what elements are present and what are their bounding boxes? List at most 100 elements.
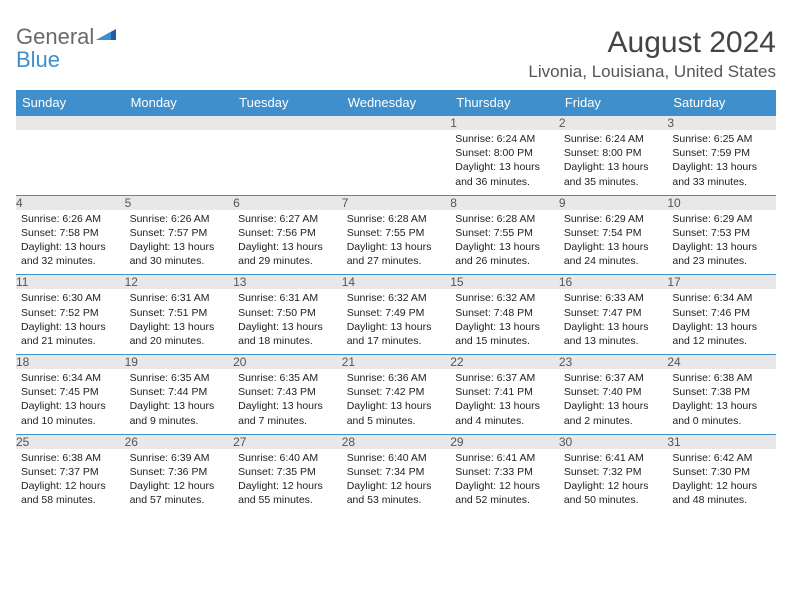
calendar-thead: SundayMondayTuesdayWednesdayThursdayFrid… [16,90,776,116]
day-number: 31 [667,434,776,449]
weekday-header: Friday [559,90,668,116]
day-number: 13 [233,275,342,290]
day-number: 11 [16,275,125,290]
daynum-row: 11121314151617 [16,275,776,290]
day-number: 21 [342,355,451,370]
day-number: 2 [559,116,668,131]
daynum-row: 45678910 [16,195,776,210]
logo-text: General Blue [16,26,116,72]
day-info: Sunrise: 6:38 AMSunset: 7:37 PMDaylight:… [16,449,125,514]
day-number: 1 [450,116,559,131]
day-number: 27 [233,434,342,449]
calendar-table: SundayMondayTuesdayWednesdayThursdayFrid… [16,90,776,513]
day-number: 18 [16,355,125,370]
daynum-row: 18192021222324 [16,355,776,370]
day-number: 17 [667,275,776,290]
day-info: Sunrise: 6:35 AMSunset: 7:44 PMDaylight:… [125,369,234,434]
day-number: 10 [667,195,776,210]
day-info: Sunrise: 6:32 AMSunset: 7:48 PMDaylight:… [450,289,559,354]
weekday-header: Sunday [16,90,125,116]
day-number: 22 [450,355,559,370]
empty-day-info [16,130,125,195]
empty-day-number [125,116,234,131]
info-row: Sunrise: 6:38 AMSunset: 7:37 PMDaylight:… [16,449,776,514]
day-number: 4 [16,195,125,210]
calendar-page: General Blue August 2024 Livonia, Louisi… [0,0,792,523]
day-info: Sunrise: 6:31 AMSunset: 7:51 PMDaylight:… [125,289,234,354]
day-number: 9 [559,195,668,210]
day-info: Sunrise: 6:38 AMSunset: 7:38 PMDaylight:… [667,369,776,434]
day-info: Sunrise: 6:29 AMSunset: 7:54 PMDaylight:… [559,210,668,275]
day-number: 29 [450,434,559,449]
day-number: 6 [233,195,342,210]
info-row: Sunrise: 6:34 AMSunset: 7:45 PMDaylight:… [16,369,776,434]
day-number: 28 [342,434,451,449]
day-info: Sunrise: 6:28 AMSunset: 7:55 PMDaylight:… [342,210,451,275]
day-number: 8 [450,195,559,210]
day-number: 23 [559,355,668,370]
day-info: Sunrise: 6:25 AMSunset: 7:59 PMDaylight:… [667,130,776,195]
day-info: Sunrise: 6:31 AMSunset: 7:50 PMDaylight:… [233,289,342,354]
logo-word-2: Blue [16,47,60,72]
day-info: Sunrise: 6:40 AMSunset: 7:35 PMDaylight:… [233,449,342,514]
day-info: Sunrise: 6:35 AMSunset: 7:43 PMDaylight:… [233,369,342,434]
empty-day-info [233,130,342,195]
day-info: Sunrise: 6:30 AMSunset: 7:52 PMDaylight:… [16,289,125,354]
day-number: 24 [667,355,776,370]
day-number: 25 [16,434,125,449]
day-number: 12 [125,275,234,290]
day-info: Sunrise: 6:42 AMSunset: 7:30 PMDaylight:… [667,449,776,514]
daynum-row: 25262728293031 [16,434,776,449]
weekday-header: Wednesday [342,90,451,116]
day-info: Sunrise: 6:33 AMSunset: 7:47 PMDaylight:… [559,289,668,354]
day-info: Sunrise: 6:34 AMSunset: 7:45 PMDaylight:… [16,369,125,434]
logo: General Blue [16,26,116,72]
day-info: Sunrise: 6:36 AMSunset: 7:42 PMDaylight:… [342,369,451,434]
day-info: Sunrise: 6:40 AMSunset: 7:34 PMDaylight:… [342,449,451,514]
day-info: Sunrise: 6:37 AMSunset: 7:41 PMDaylight:… [450,369,559,434]
day-info: Sunrise: 6:26 AMSunset: 7:57 PMDaylight:… [125,210,234,275]
day-info: Sunrise: 6:32 AMSunset: 7:49 PMDaylight:… [342,289,451,354]
day-number: 16 [559,275,668,290]
day-number: 19 [125,355,234,370]
info-row: Sunrise: 6:30 AMSunset: 7:52 PMDaylight:… [16,289,776,354]
day-number: 14 [342,275,451,290]
day-info: Sunrise: 6:41 AMSunset: 7:33 PMDaylight:… [450,449,559,514]
day-info: Sunrise: 6:26 AMSunset: 7:58 PMDaylight:… [16,210,125,275]
day-info: Sunrise: 6:37 AMSunset: 7:40 PMDaylight:… [559,369,668,434]
day-number: 20 [233,355,342,370]
page-header: General Blue August 2024 Livonia, Louisi… [16,26,776,82]
weekday-header: Saturday [667,90,776,116]
day-number: 3 [667,116,776,131]
empty-day-info [125,130,234,195]
daynum-row: 123 [16,116,776,131]
title-block: August 2024 Livonia, Louisiana, United S… [528,26,776,82]
weekday-header: Monday [125,90,234,116]
page-title: August 2024 [528,26,776,60]
logo-word-1: General [16,24,94,49]
day-info: Sunrise: 6:27 AMSunset: 7:56 PMDaylight:… [233,210,342,275]
day-info: Sunrise: 6:24 AMSunset: 8:00 PMDaylight:… [450,130,559,195]
empty-day-number [16,116,125,131]
weekday-header: Tuesday [233,90,342,116]
info-row: Sunrise: 6:24 AMSunset: 8:00 PMDaylight:… [16,130,776,195]
day-number: 5 [125,195,234,210]
page-subtitle: Livonia, Louisiana, United States [528,62,776,82]
day-number: 30 [559,434,668,449]
empty-day-info [342,130,451,195]
header-row: General Blue August 2024 Livonia, Louisi… [16,26,776,82]
day-number: 15 [450,275,559,290]
day-info: Sunrise: 6:34 AMSunset: 7:46 PMDaylight:… [667,289,776,354]
day-info: Sunrise: 6:39 AMSunset: 7:36 PMDaylight:… [125,449,234,514]
logo-triangle-icon [96,26,116,45]
day-number: 7 [342,195,451,210]
day-info: Sunrise: 6:28 AMSunset: 7:55 PMDaylight:… [450,210,559,275]
day-info: Sunrise: 6:41 AMSunset: 7:32 PMDaylight:… [559,449,668,514]
empty-day-number [233,116,342,131]
day-info: Sunrise: 6:24 AMSunset: 8:00 PMDaylight:… [559,130,668,195]
empty-day-number [342,116,451,131]
day-info: Sunrise: 6:29 AMSunset: 7:53 PMDaylight:… [667,210,776,275]
info-row: Sunrise: 6:26 AMSunset: 7:58 PMDaylight:… [16,210,776,275]
calendar-tbody: 123Sunrise: 6:24 AMSunset: 8:00 PMDaylig… [16,116,776,514]
weekday-header-row: SundayMondayTuesdayWednesdayThursdayFrid… [16,90,776,116]
